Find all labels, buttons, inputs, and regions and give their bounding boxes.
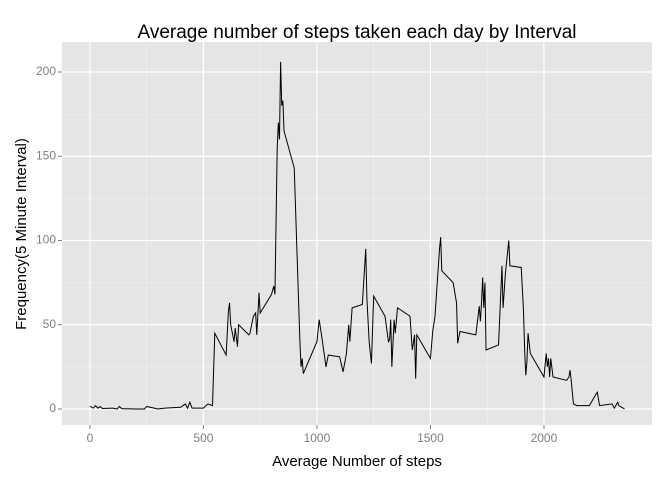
y-tick-label: 50 <box>43 317 57 331</box>
data-line <box>89 61 625 410</box>
x-tick-label: 500 <box>193 431 213 445</box>
y-tick-label: 100 <box>36 233 56 247</box>
x-axis-label: Average Number of steps <box>272 453 442 470</box>
y-tick-label: 200 <box>36 64 56 78</box>
plot-panel <box>62 42 652 425</box>
x-tick-label: 2000 <box>531 431 558 445</box>
y-tick-label: 0 <box>49 401 56 415</box>
y-axis-label: Frequency(5 Minute Interval) <box>13 138 30 330</box>
y-tick-label: 150 <box>36 148 56 162</box>
x-tick-label: 1000 <box>304 431 331 445</box>
x-tick-label: 0 <box>87 431 94 445</box>
chart-title: Average number of steps taken each day b… <box>137 22 576 43</box>
x-tick-label: 1500 <box>417 431 444 445</box>
